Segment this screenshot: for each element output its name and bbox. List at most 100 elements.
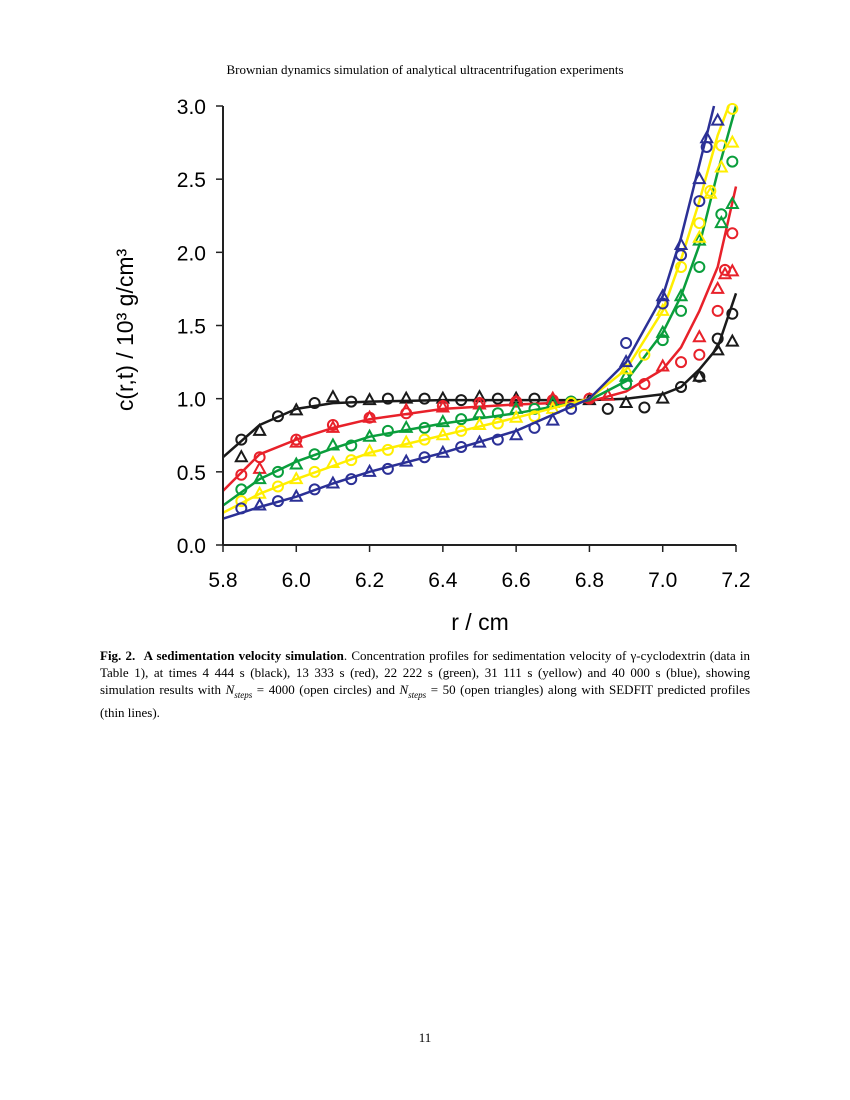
axes: 5.8 6.0 6.2 6.4 6.6 6.8 7.0 7.2 0.0 0.5 1.0 1.5 2.0 2… [177, 96, 751, 592]
triangle-marker [252, 471, 267, 485]
running-head: Brownian dynamics simulation of analytic… [226, 62, 624, 77]
caption-text: = 50 (open triangles) along with SEDFIT … [100, 682, 751, 720]
circle-marker [528, 421, 541, 434]
triangle-marker [435, 427, 451, 441]
triangle-marker [472, 416, 487, 431]
triangle-marker [508, 427, 524, 441]
x-tick-label: 6.2 [355, 569, 384, 592]
triangle-marker [435, 414, 451, 428]
circle-marker [235, 433, 248, 446]
triangle-marker [618, 361, 634, 375]
circle-marker [345, 454, 358, 467]
triangle-marker [692, 171, 707, 185]
x-tick-label: 6.6 [502, 569, 531, 592]
triangle-marker [508, 393, 524, 407]
x-tick-label: 7.0 [648, 569, 677, 592]
circle-marker [693, 217, 706, 230]
y-tick-label: 3.0 [177, 96, 206, 119]
circle-marker [308, 483, 321, 496]
circle-marker [491, 417, 504, 430]
caption-title: A sedimentation velocity simulation [143, 648, 344, 663]
circle-marker [656, 297, 669, 310]
circle-marker [675, 380, 688, 393]
circle-marker [726, 155, 739, 168]
circle-marker [675, 249, 688, 262]
triangle-marker [289, 434, 304, 448]
sedimentation-chart: 5.8 6.0 6.2 6.4 6.6 6.8 7.0 7.2 0.0 0.5 1.0 1.5 2.0 2… [112, 96, 751, 635]
circle-marker [638, 348, 651, 361]
circle-marker [418, 392, 431, 405]
circle-marker [726, 103, 739, 115]
x-tick-label: 7.2 [721, 569, 750, 592]
circle-marker [381, 424, 394, 437]
circle-marker [675, 304, 688, 317]
triangle-marker [692, 232, 707, 246]
circle-marker [418, 421, 431, 434]
triangle-marker [472, 434, 487, 448]
circle-marker [726, 227, 739, 240]
x-axis-label: r / cm [451, 609, 509, 635]
triangle-marker [692, 368, 707, 382]
caption-subscript: steps [408, 689, 427, 700]
x-tick-label: 5.8 [208, 569, 237, 592]
triangle-marker [362, 443, 377, 457]
circle-marker [455, 394, 468, 407]
circle-marker [455, 440, 468, 453]
triangle-marker [699, 130, 714, 144]
circle-marker [656, 334, 669, 347]
circle-marker [235, 495, 248, 508]
triangle-marker [325, 437, 341, 451]
triangle-marker [725, 263, 740, 277]
triangle-marker [710, 112, 725, 126]
circle-marker [271, 495, 284, 508]
triangle-marker [725, 134, 740, 148]
triangle-marker [325, 419, 341, 433]
circle-marker [601, 402, 614, 415]
circle-marker [711, 304, 724, 317]
caption-symbol: N [225, 682, 235, 697]
triangle-marker [692, 329, 707, 343]
caption-text: = 4000 (open circles) and [252, 682, 400, 697]
circle-marker [271, 480, 284, 493]
triangle-marker [289, 471, 304, 485]
triangle-marker [325, 389, 341, 403]
triangle-marker [252, 497, 267, 511]
triangle-marker [362, 428, 377, 442]
circle-marker [235, 468, 248, 481]
circle-marker [381, 443, 394, 456]
circle-marker [565, 402, 578, 415]
triangle-marker [710, 280, 725, 294]
circle-marker [308, 397, 321, 410]
triangle-marker [600, 387, 615, 401]
triangle-marker [472, 389, 487, 403]
circle-marker [726, 307, 739, 320]
caption-label: Fig. 2. [100, 648, 136, 663]
series-line [223, 105, 716, 520]
circle-marker [455, 413, 468, 426]
circle-marker [381, 392, 394, 405]
triangle-marker [710, 342, 725, 356]
caption-subscript: steps [234, 689, 253, 700]
y-tick-label: 2.5 [177, 169, 206, 192]
circle-marker [235, 502, 248, 515]
circle-marker [235, 483, 248, 496]
circle-marker [308, 448, 321, 461]
circle-marker [418, 433, 431, 446]
series-3 [223, 103, 740, 514]
circle-marker [693, 348, 706, 361]
x-tick-label: 6.0 [282, 569, 311, 592]
circle-marker [271, 465, 284, 478]
triangle-marker [618, 394, 634, 409]
series-4 [223, 105, 725, 520]
triangle-marker [399, 434, 414, 448]
triangle-marker [362, 463, 377, 477]
triangle-marker [655, 302, 670, 316]
circle-marker [675, 260, 688, 273]
y-tick-label: 0.0 [177, 535, 206, 558]
triangle-marker [399, 419, 414, 433]
circle-marker [693, 260, 706, 273]
caption-symbol: N [399, 682, 409, 697]
triangle-marker [655, 390, 670, 404]
x-tick-label: 6.4 [428, 569, 458, 592]
circle-marker [528, 392, 541, 405]
